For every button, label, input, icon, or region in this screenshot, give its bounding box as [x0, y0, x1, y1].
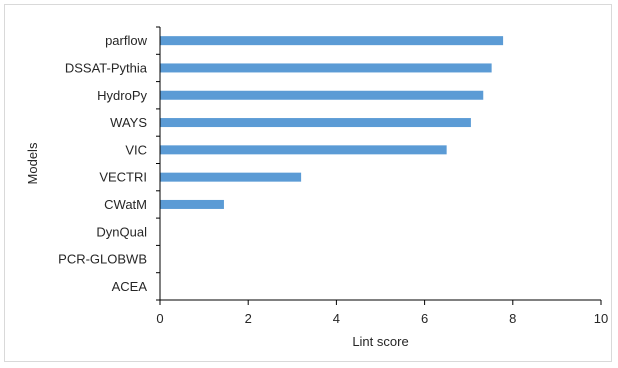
- category-label: DSSAT-Pythia: [65, 60, 148, 75]
- bar-hydropy: [160, 90, 484, 100]
- category-label: CWatM: [104, 197, 147, 212]
- category-label: HydroPy: [97, 88, 147, 103]
- bar-cwatm: [160, 199, 224, 209]
- bars-layer: [160, 36, 504, 209]
- x-axis-title: Lint score: [352, 334, 408, 349]
- x-tick-label: 2: [245, 311, 252, 326]
- bar-chart: 0 2 4 6 8 10 parflow DSSAT-Pythia HydroPy WAYS VI…: [25, 26, 608, 349]
- category-label: DynQual: [96, 224, 147, 239]
- bar-dssat-pythia: [160, 63, 492, 73]
- category-labels: parflow DSSAT-Pythia HydroPy WAYS VIC VECTRI C…: [58, 33, 148, 294]
- category-label: WAYS: [110, 115, 147, 130]
- category-label: VECTRI: [99, 170, 147, 185]
- ticks-layer: 0 2 4 6 8 10: [156, 26, 608, 326]
- y-axis-title: Models: [25, 142, 40, 184]
- bar-ways: [160, 118, 471, 128]
- bar-parflow: [160, 36, 504, 46]
- x-tick-label: 10: [594, 311, 608, 326]
- x-tick-label: 4: [333, 311, 340, 326]
- bar-vectri: [160, 172, 302, 182]
- bar-vic: [160, 145, 447, 155]
- category-label: VIC: [125, 142, 147, 157]
- x-tick-label: 0: [156, 311, 163, 326]
- category-label: parflow: [105, 33, 148, 48]
- chart-frame: 0 2 4 6 8 10 parflow DSSAT-Pythia HydroPy WAYS VI…: [4, 4, 612, 362]
- x-tick-label: 8: [509, 311, 516, 326]
- x-tick-label: 6: [421, 311, 428, 326]
- category-label: PCR-GLOBWB: [58, 252, 147, 267]
- category-label: ACEA: [112, 279, 148, 294]
